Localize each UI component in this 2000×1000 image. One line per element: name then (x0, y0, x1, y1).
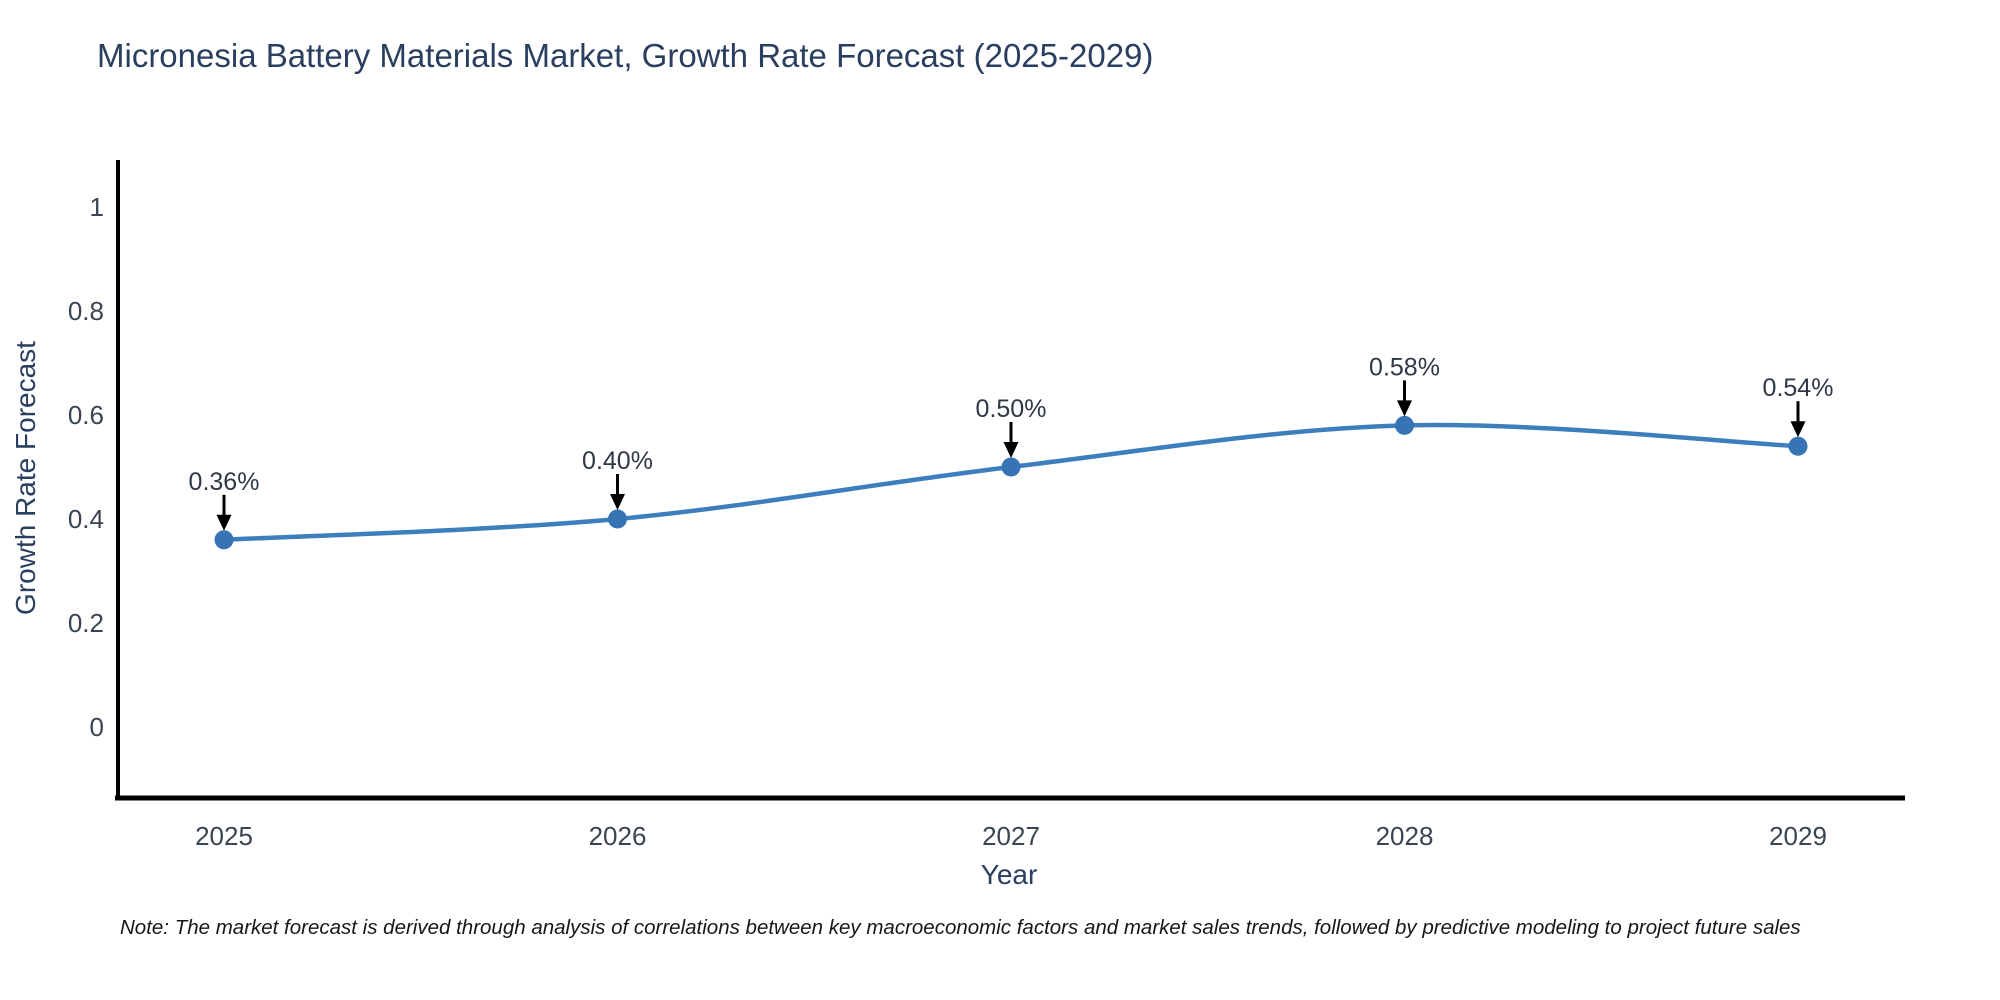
data-point-marker (1001, 457, 1021, 477)
y-tick-label: 1 (90, 192, 104, 222)
y-tick-label: 0 (90, 712, 104, 742)
data-point-marker (1788, 436, 1808, 456)
y-tick-label: 0.2 (68, 608, 104, 638)
annotation-arrow-head (610, 494, 625, 510)
annotation-arrow-head (1003, 442, 1019, 458)
x-axis-title: Year (980, 859, 1038, 890)
annotation-arrow-head (1397, 400, 1412, 417)
footnote: Note: The market forecast is derived thr… (120, 916, 1801, 939)
data-point-label: 0.40% (582, 447, 653, 475)
y-tick-label: 0.6 (68, 400, 104, 430)
data-point-marker (214, 530, 234, 550)
data-point-label: 0.58% (1369, 353, 1440, 381)
annotation-arrow-head (1790, 421, 1806, 438)
data-point-marker (1395, 415, 1414, 435)
chart-title: Micronesia Battery Materials Market, Gro… (97, 37, 1154, 74)
x-tick-label: 2025 (195, 821, 253, 851)
y-tick-label: 0.8 (68, 296, 104, 326)
x-tick-label: 2028 (1376, 821, 1434, 851)
x-tick-label: 2026 (589, 821, 647, 851)
data-point-label: 0.50% (976, 395, 1047, 423)
data-point-label: 0.54% (1763, 374, 1834, 402)
data-point-marker (608, 509, 627, 529)
y-tick-label: 0.4 (68, 504, 104, 534)
x-tick-label: 2027 (982, 821, 1040, 851)
annotation-arrow-head (216, 514, 232, 531)
x-tick-label: 2029 (1769, 821, 1827, 851)
data-point-label: 0.36% (189, 468, 260, 496)
